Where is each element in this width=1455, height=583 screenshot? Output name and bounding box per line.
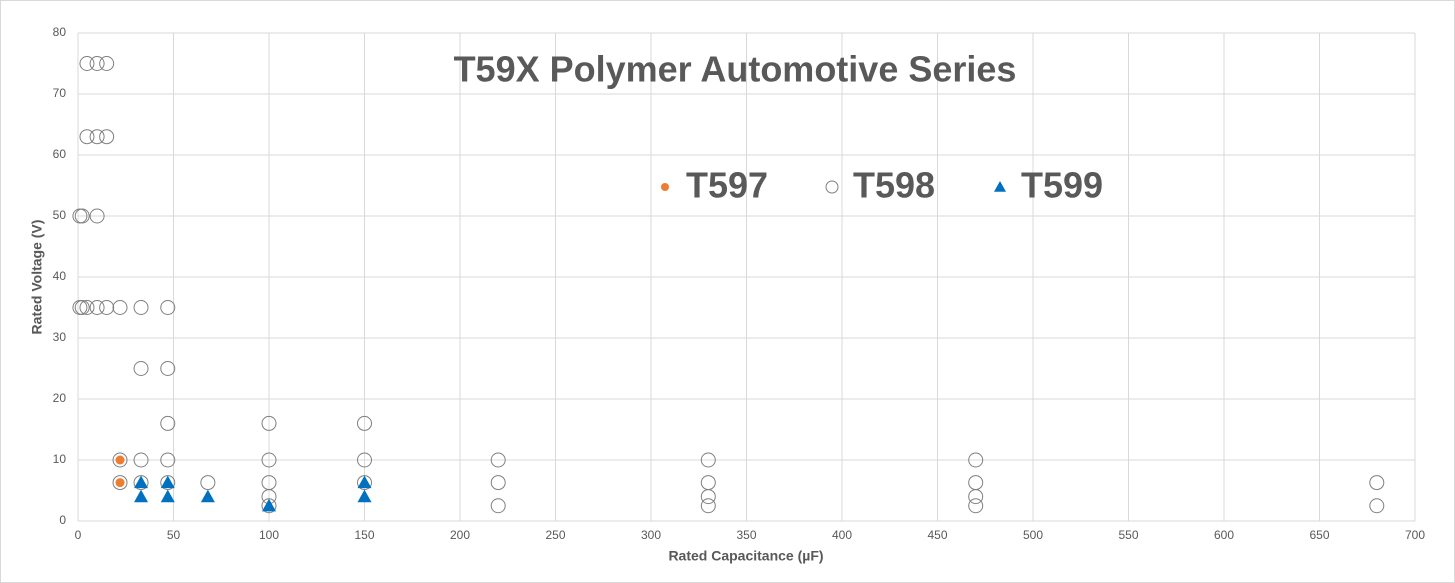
y-tick-label: 10 — [53, 452, 67, 466]
point — [112, 475, 128, 491]
point — [89, 56, 105, 71]
x-tick-label: 100 — [259, 528, 279, 542]
x-tick-label: 350 — [736, 528, 756, 542]
point — [1369, 498, 1385, 514]
legend-marker — [994, 181, 1006, 192]
point — [74, 208, 90, 224]
point — [357, 475, 372, 489]
point — [160, 452, 176, 468]
point — [133, 300, 149, 315]
point — [968, 498, 984, 514]
point — [490, 475, 506, 491]
point — [700, 489, 716, 505]
x-tick-label: 450 — [927, 528, 947, 542]
point — [89, 208, 105, 224]
point — [968, 489, 984, 505]
x-tick-label: 0 — [75, 528, 82, 542]
grid — [77, 32, 1416, 522]
point — [74, 300, 90, 315]
y-tick-label: 50 — [53, 208, 67, 222]
point — [89, 300, 105, 315]
y-tick-label: 20 — [53, 391, 67, 405]
point — [112, 452, 128, 468]
point — [261, 452, 277, 468]
legend-label: T597 — [686, 165, 768, 206]
point — [160, 300, 176, 315]
point — [134, 475, 149, 489]
y-tick-label: 40 — [53, 269, 67, 283]
point — [700, 452, 716, 468]
point — [968, 452, 984, 468]
point — [490, 452, 506, 468]
x-tick-label: 150 — [354, 528, 374, 542]
point — [115, 455, 125, 465]
x-tick-label: 600 — [1214, 528, 1234, 542]
chart-title: T59X Polymer Automotive Series — [454, 49, 1017, 90]
x-tick-label: 700 — [1405, 528, 1425, 542]
point — [160, 361, 176, 376]
y-axis-title: Rated Voltage (V) — [29, 220, 45, 335]
y-tick-label: 80 — [53, 25, 67, 39]
x-tick-label: 550 — [1118, 528, 1138, 542]
marks — [72, 56, 1385, 514]
point — [262, 498, 276, 512]
point — [133, 361, 149, 376]
point — [261, 415, 277, 431]
point — [99, 129, 115, 145]
point — [200, 475, 216, 491]
point — [99, 300, 115, 315]
x-tick-label: 400 — [832, 528, 852, 542]
point — [79, 56, 95, 71]
x-tick-label: 200 — [450, 528, 470, 542]
y-tick-label: 70 — [53, 86, 67, 100]
point — [700, 498, 716, 514]
point — [357, 415, 372, 431]
point — [1369, 475, 1385, 491]
x-axis-title: Rated Capacitance (µF) — [668, 548, 823, 564]
y-tick-label: 30 — [53, 330, 67, 344]
legend-label: T599 — [1021, 165, 1103, 206]
point — [115, 478, 125, 488]
legend-marker — [661, 183, 669, 191]
point — [79, 129, 95, 145]
point — [99, 56, 115, 71]
x-tick-label: 250 — [545, 528, 565, 542]
point — [134, 489, 149, 503]
point — [160, 489, 175, 503]
y-tick-label: 60 — [53, 147, 67, 161]
point — [160, 475, 175, 489]
legend-marker — [825, 180, 839, 194]
point — [89, 129, 105, 145]
x-tick-label: 50 — [167, 528, 181, 542]
legend-label: T598 — [853, 165, 935, 206]
point — [490, 498, 506, 514]
point — [357, 489, 372, 503]
point — [112, 300, 128, 315]
point — [357, 452, 372, 468]
point — [79, 300, 95, 315]
point — [160, 415, 176, 431]
x-tick-label: 300 — [641, 528, 661, 542]
point — [200, 489, 215, 503]
point — [133, 452, 149, 468]
y-tick-label: 0 — [59, 513, 66, 527]
x-tick-label: 650 — [1309, 528, 1329, 542]
x-tick-label: 500 — [1023, 528, 1043, 542]
